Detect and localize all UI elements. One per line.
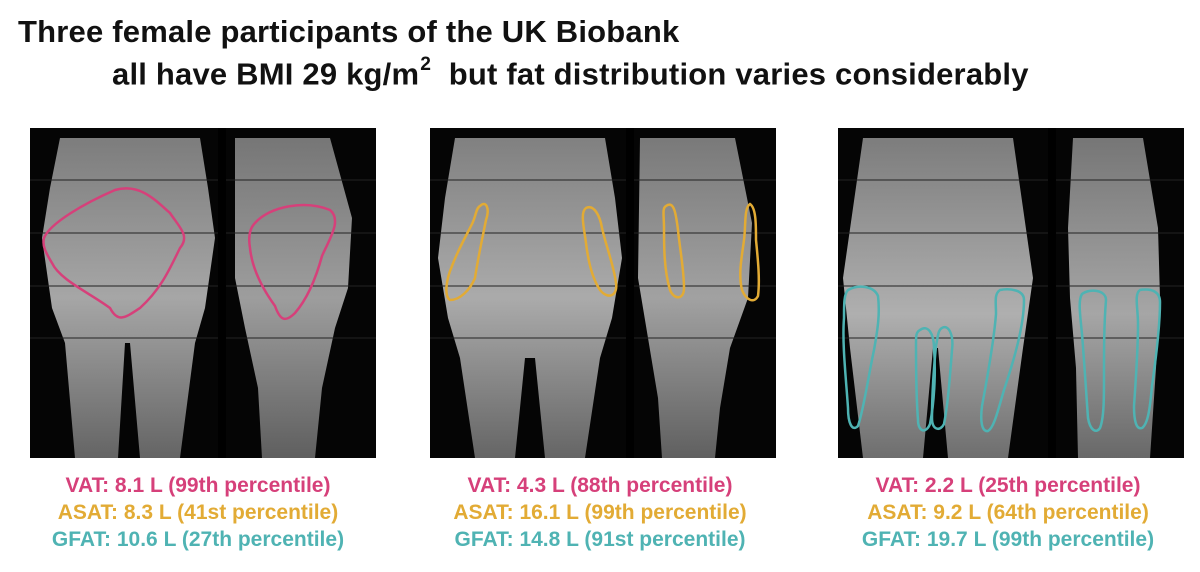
participant-1-asat: ASAT: 8.3 L (41st percentile)	[57, 501, 339, 524]
participant-1-mri-scan	[30, 128, 376, 458]
participant-3-asat: ASAT: 9.2 L (64th percentile)	[867, 501, 1149, 524]
title-line-1: Three female participants of the UK Biob…	[18, 14, 680, 49]
participant-3-vat: VAT: 2.2 L (25th percentile)	[875, 474, 1141, 497]
participant-1-panel	[30, 128, 376, 458]
participant-1-vat: VAT: 8.1 L (99th percentile)	[65, 474, 331, 497]
title-line-2: all have BMI 29 kg/m2 but fat distributi…	[112, 54, 1029, 92]
participant-2-vat: VAT: 4.3 L (88th percentile)	[467, 474, 733, 497]
participant-2-asat: ASAT: 16.1 L (99th percentile)	[453, 501, 747, 524]
participant-2-mri-scan	[430, 128, 776, 458]
participant-3-stats: VAT: 2.2 L (25th percentile) ASAT: 9.2 L…	[818, 472, 1198, 553]
participant-3-gfat: GFAT: 19.7 L (99th percentile)	[861, 528, 1155, 551]
participant-2-stats: VAT: 4.3 L (88th percentile) ASAT: 16.1 …	[410, 472, 790, 553]
title-superscript: 2	[420, 54, 432, 75]
participant-1-scan-image	[30, 128, 376, 458]
participant-2-panel	[430, 128, 776, 458]
participant-3-panel	[838, 128, 1184, 458]
participant-3-mri-scan	[838, 128, 1184, 458]
title-rest-text: but fat distribution varies considerably	[448, 56, 1029, 92]
participant-2-gfat: GFAT: 14.8 L (91st percentile)	[454, 528, 746, 551]
participant-3-scan-image	[838, 128, 1184, 458]
participant-2-scan-image	[430, 128, 776, 458]
participant-1-gfat: GFAT: 10.6 L (27th percentile)	[51, 528, 345, 551]
participant-1-stats: VAT: 8.1 L (99th percentile) ASAT: 8.3 L…	[8, 472, 388, 553]
title-bmi-text: all have BMI 29 kg/m	[112, 56, 420, 92]
